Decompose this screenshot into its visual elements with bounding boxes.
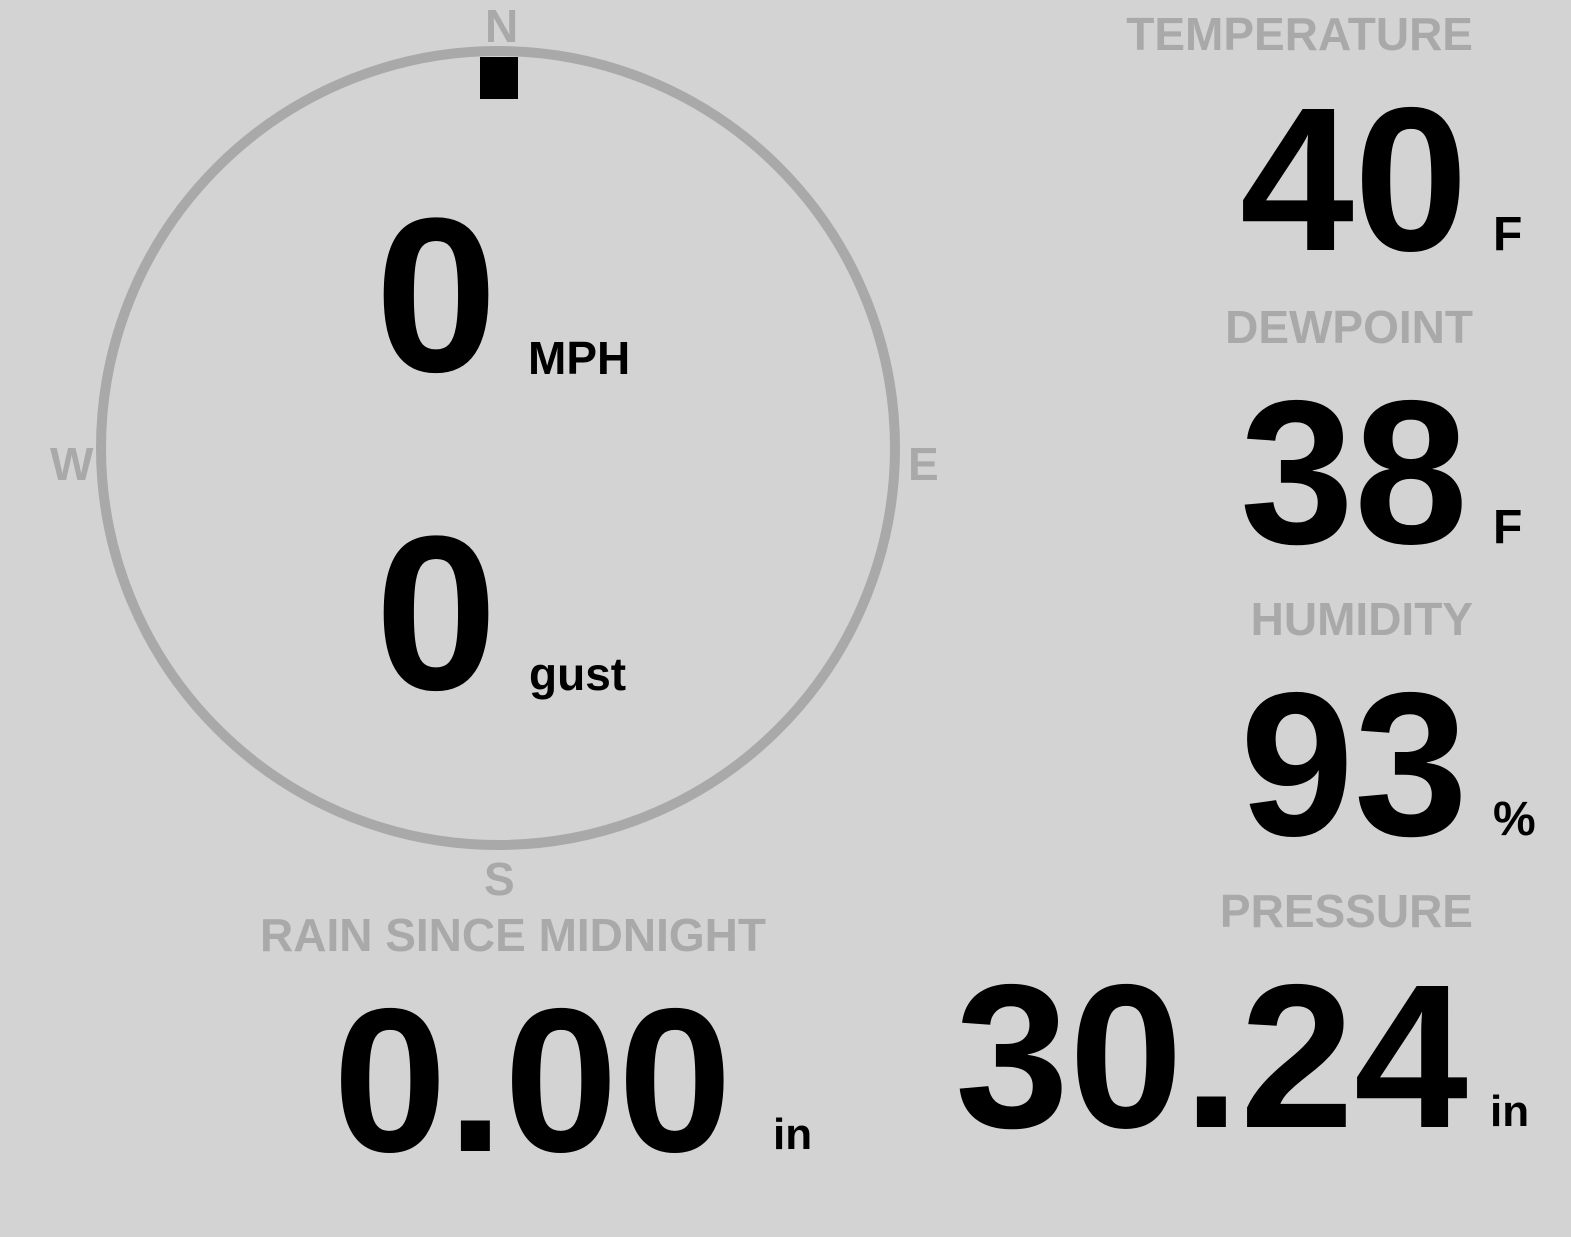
pressure-unit: in (1490, 1087, 1530, 1136)
wind-direction-indicator (480, 57, 518, 99)
humidity-label: HUMIDITY (1250, 593, 1473, 645)
dewpoint-unit: F (1493, 501, 1523, 554)
humidity-unit: % (1493, 793, 1536, 846)
compass-south: S (484, 853, 515, 905)
dewpoint-label: DEWPOINT (1225, 301, 1473, 353)
pressure-value: 30.24 (954, 942, 1468, 1171)
wind-direction-marker (480, 57, 518, 99)
compass-ring (96, 46, 900, 850)
wind-speed-value: 0 (375, 172, 498, 418)
humidity-value: 93 (1239, 650, 1468, 879)
wind-gust-value: 0 (375, 490, 498, 736)
wind-gust-unit: gust (529, 648, 627, 700)
dewpoint-value: 38 (1239, 358, 1468, 587)
rain-unit: in (773, 1110, 813, 1159)
pressure-label: PRESSURE (1219, 885, 1473, 937)
temperature-value: 40 (1239, 65, 1468, 294)
rain-label: RAIN SINCE MIDNIGHT (260, 909, 766, 961)
wind-speed-unit: MPH (528, 332, 631, 384)
temperature-label: TEMPERATURE (1126, 8, 1473, 60)
compass-west: W (50, 438, 94, 490)
compass-north: N (485, 0, 519, 52)
rain-value: 0.00 (333, 966, 732, 1195)
compass-east: E (908, 438, 939, 490)
temperature-unit: F (1493, 208, 1523, 261)
